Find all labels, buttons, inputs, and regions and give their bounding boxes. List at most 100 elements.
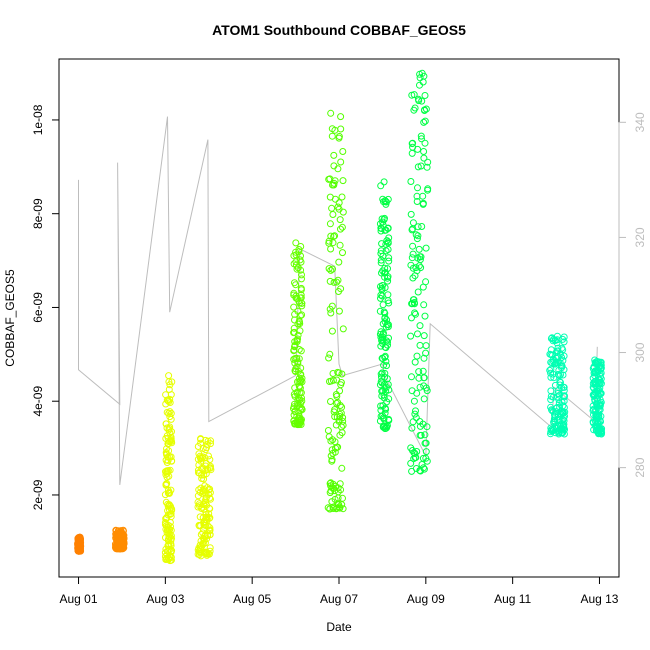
data-point xyxy=(324,504,332,512)
data-point xyxy=(165,386,173,393)
data-point xyxy=(335,258,343,266)
data-point xyxy=(75,547,83,554)
data-point xyxy=(205,504,213,512)
data-point xyxy=(381,425,389,432)
data-point xyxy=(552,422,560,430)
data-point xyxy=(594,387,602,395)
data-point xyxy=(377,256,385,264)
data-point xyxy=(165,488,173,496)
data-point xyxy=(327,309,335,317)
data-point xyxy=(422,439,430,447)
data-point xyxy=(413,448,421,455)
data-point xyxy=(412,414,420,422)
data-point xyxy=(118,545,126,553)
data-point xyxy=(206,494,214,502)
data-point xyxy=(296,299,304,307)
data-point xyxy=(163,468,171,476)
data-point xyxy=(597,430,605,438)
data-point xyxy=(198,475,206,482)
data-point xyxy=(335,307,343,315)
data-point xyxy=(338,423,345,431)
x-tick-label: Aug 01 xyxy=(60,592,98,606)
data-point xyxy=(330,278,338,286)
data-point xyxy=(420,154,428,162)
data-point xyxy=(547,403,555,411)
data-point xyxy=(298,394,305,402)
data-point xyxy=(417,264,425,272)
data-point xyxy=(167,486,175,494)
data-point xyxy=(325,265,333,273)
data-point xyxy=(553,339,561,347)
data-point xyxy=(194,498,202,506)
data-point xyxy=(164,521,172,529)
data-point xyxy=(295,248,303,256)
data-point xyxy=(293,389,301,397)
data-point xyxy=(384,291,392,299)
data-point xyxy=(407,459,415,467)
data-point xyxy=(377,259,385,267)
data-point xyxy=(415,97,423,105)
data-point xyxy=(596,426,604,434)
data-point xyxy=(335,205,343,213)
data-point xyxy=(204,522,212,530)
data-point xyxy=(198,471,206,479)
data-point xyxy=(408,424,416,432)
data-point xyxy=(294,335,302,343)
data-point xyxy=(379,301,387,309)
data-point xyxy=(165,378,173,386)
data-point xyxy=(412,465,420,472)
data-point xyxy=(558,344,566,352)
data-point xyxy=(327,487,335,495)
data-point xyxy=(419,78,427,86)
data-point xyxy=(325,354,333,362)
data-point xyxy=(415,374,423,382)
data-point xyxy=(414,232,422,240)
data-point xyxy=(550,358,558,366)
data-point xyxy=(591,422,599,430)
data-point xyxy=(380,308,388,316)
data-point xyxy=(421,107,428,114)
data-point xyxy=(332,505,340,513)
data-point xyxy=(200,488,208,496)
data-point xyxy=(291,359,299,367)
data-point xyxy=(384,225,392,232)
data-point xyxy=(167,526,175,534)
data-point xyxy=(381,197,389,205)
data-point xyxy=(326,220,334,228)
data-point xyxy=(555,416,563,424)
data-point xyxy=(420,374,428,382)
data-point xyxy=(328,327,336,335)
data-point xyxy=(377,283,384,290)
data-point xyxy=(196,452,204,460)
data-point xyxy=(292,258,300,266)
data-point xyxy=(200,501,208,509)
x-tick-label: Aug 07 xyxy=(320,592,358,606)
data-point xyxy=(422,105,430,113)
data-point xyxy=(293,336,301,344)
data-point xyxy=(337,379,345,386)
data-point xyxy=(421,139,429,147)
y2-tick-label: 320 xyxy=(633,227,647,247)
data-point xyxy=(163,432,171,440)
data-point xyxy=(296,327,304,335)
data-point xyxy=(295,355,303,363)
data-point xyxy=(200,485,208,493)
data-point xyxy=(410,91,418,99)
data-point xyxy=(549,393,557,401)
series-3 xyxy=(194,435,215,560)
data-point xyxy=(194,503,202,511)
series-2 xyxy=(161,372,176,565)
data-point xyxy=(547,373,555,381)
data-point xyxy=(326,305,334,313)
data-point xyxy=(422,342,430,350)
data-point xyxy=(298,275,305,283)
data-point xyxy=(205,550,213,558)
data-point xyxy=(333,399,340,407)
data-point xyxy=(329,505,337,512)
data-point xyxy=(420,395,428,403)
series-1 xyxy=(112,526,128,553)
data-point xyxy=(421,92,429,99)
data-point xyxy=(290,324,298,332)
data-point xyxy=(420,148,428,155)
